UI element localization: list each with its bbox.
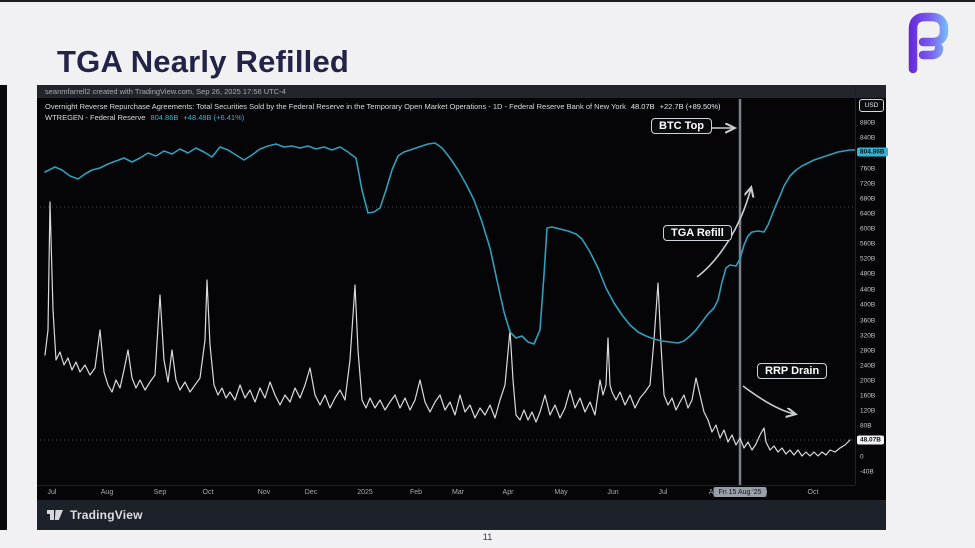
currency-button[interactable]: USD — [859, 99, 884, 112]
price-tick: 480B — [860, 270, 876, 278]
current-price-label: 804.86B — [857, 147, 888, 157]
price-tick: 520B — [860, 255, 876, 263]
price-tick: 160B — [860, 392, 876, 400]
legend-rrp-value: 48.07B — [630, 102, 655, 111]
time-tick: Feb — [409, 489, 423, 496]
time-tick: Oct — [202, 489, 214, 496]
chart-footer-bar: TradingView — [37, 500, 886, 530]
f-logo-inner-stroke — [918, 43, 944, 60]
price-tick: 640B — [860, 210, 876, 218]
price-tick: 400B — [860, 301, 876, 309]
legend-rrp-change: +22.7B (+89.50%) — [659, 102, 721, 111]
price-tick: 880B — [860, 119, 876, 127]
price-axis[interactable]: USD 880B 840B 760B 720B 680B 640B 600B 560B 520B… — [855, 85, 888, 485]
price-tick: -40B — [860, 468, 874, 476]
legend-tga-change: +48.48B (+6.41%) — [183, 113, 245, 122]
price-tick: 440B — [860, 286, 876, 294]
price-tick: 0 — [860, 453, 864, 461]
time-tick: Mar — [451, 489, 465, 496]
annotation-layer: BTC Top TGA Refill RRP Drain — [37, 85, 855, 485]
tradingview-chart[interactable]: seanmfarrell2 created with TradingView.c… — [37, 85, 888, 530]
time-tick: Sep — [153, 489, 167, 496]
legend-row-tga[interactable]: WTREGEN - Federal Reserve 804.86B +48.48B … — [45, 112, 721, 123]
current-price-label: 48.07B — [857, 435, 884, 445]
time-axis[interactable]: Fri 15 Aug '25 Jul Aug Sep Oct Nov Dec 2025 Feb… — [37, 485, 855, 500]
time-tick: Jul — [658, 489, 668, 496]
tradingview-icon[interactable] — [47, 507, 63, 523]
time-tick: Dec — [304, 489, 318, 496]
slide-title: TGA Nearly Refilled — [57, 44, 350, 79]
price-tick: 240B — [860, 362, 876, 370]
price-tick: 720B — [860, 180, 876, 188]
annotation-btc-top[interactable]: BTC Top — [651, 118, 713, 134]
price-tick: 80B — [860, 422, 872, 430]
chart-attribution: seanmfarrell2 created with TradingView.c… — [37, 85, 886, 98]
price-tick: 320B — [860, 332, 876, 340]
tradingview-wordmark[interactable]: TradingView — [70, 508, 143, 522]
time-tick: 2025 — [357, 489, 373, 496]
time-tick: May — [554, 489, 568, 496]
price-tick: 760B — [860, 165, 876, 173]
brand-f-logo — [908, 12, 949, 74]
series-line-rrp — [44, 201, 851, 457]
price-tick: 200B — [860, 377, 876, 385]
top-edge-line — [0, 0, 975, 2]
time-tick: Jul — [47, 489, 57, 496]
annotation-rrp-drain[interactable]: RRP Drain — [757, 363, 828, 379]
price-tick: 680B — [860, 195, 876, 203]
series-line-tga — [44, 142, 855, 345]
time-tick: Apr — [502, 489, 514, 496]
time-tick: Jun — [607, 489, 619, 496]
legend-tga-value: 804.86B — [150, 113, 179, 122]
price-tick: 280B — [860, 347, 876, 355]
left-black-strip — [0, 85, 7, 530]
price-tick: 360B — [860, 317, 876, 325]
page-number: 11 — [482, 532, 493, 543]
time-tick: Aug — [100, 489, 114, 496]
legend-rrp-label: Overnight Reverse Repurchase Agreements:… — [45, 102, 626, 111]
price-tick: 560B — [860, 240, 876, 248]
time-tick: Nov — [257, 489, 271, 496]
f-logo-outer-stroke — [908, 12, 949, 74]
legend-tga-label: WTREGEN - Federal Reserve — [45, 113, 146, 122]
annotation-tga-refill[interactable]: TGA Refill — [663, 225, 732, 241]
plot-area[interactable] — [37, 85, 855, 485]
price-tick: 600B — [860, 225, 876, 233]
legend-row-rrp[interactable]: Overnight Reverse Repurchase Agreements:… — [45, 101, 721, 112]
price-tick: 840B — [860, 134, 876, 142]
price-tick: 120B — [860, 407, 876, 415]
annotation-arrow — [696, 188, 751, 278]
chart-legend: Overnight Reverse Repurchase Agreements:… — [45, 101, 721, 123]
annotation-arrow — [742, 385, 795, 414]
crosshair-date-label: Fri 15 Aug '25 — [713, 487, 767, 497]
time-tick: Oct — [807, 489, 819, 496]
